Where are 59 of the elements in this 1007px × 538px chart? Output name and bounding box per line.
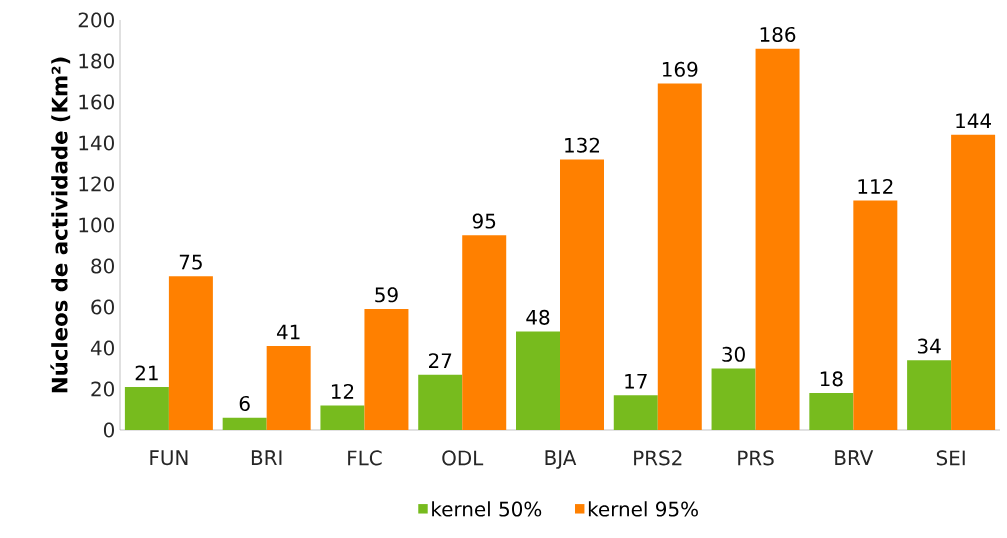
- data-label: 132: [565, 137, 600, 153]
- bar: [657, 83, 702, 430]
- bar: [168, 276, 213, 430]
- bar: [516, 331, 560, 430]
- y-tick-label: 160: [79, 94, 114, 110]
- y-tick-label: 120: [79, 176, 114, 192]
- x-tick-label: BJA: [545, 450, 577, 469]
- data-label: 48: [526, 309, 550, 325]
- data-label: 27: [429, 353, 452, 368]
- data-label: 169: [662, 61, 698, 77]
- bar: [951, 134, 996, 430]
- bar: [364, 309, 409, 430]
- legend-label: kernel 50%: [432, 501, 542, 517]
- x-tick-label: BRV: [835, 450, 874, 465]
- x-tick-label: SEI: [936, 450, 965, 466]
- x-tick-label: FLC: [348, 450, 382, 466]
- y-tick-label: 180: [79, 53, 114, 69]
- y-tick-label: 140: [79, 135, 114, 151]
- bar: [222, 417, 267, 430]
- data-label: 34: [917, 338, 941, 354]
- y-tick-label: 100: [79, 217, 114, 233]
- data-label: 17: [625, 373, 647, 389]
- y-tick-label: 200: [78, 12, 114, 28]
- bar: [462, 235, 507, 430]
- data-label: 18: [820, 371, 843, 387]
- y-axis-title: Núcleos de actividade (Km²): [50, 57, 71, 393]
- x-tick-label: PRS2: [634, 450, 682, 466]
- data-label: 6: [239, 395, 250, 412]
- legend-label: kernel 95%: [588, 501, 698, 517]
- data-label: 59: [375, 287, 398, 303]
- bar: [320, 405, 365, 430]
- y-tick-label: 20: [91, 381, 114, 397]
- x-tick-label: ODL: [442, 450, 484, 466]
- data-label: 186: [760, 26, 796, 43]
- bar: [418, 374, 463, 430]
- x-tick-label: PRS: [738, 450, 774, 466]
- bar: [613, 395, 658, 430]
- y-tick-label: 40: [90, 340, 114, 356]
- data-label: 41: [276, 324, 300, 340]
- y-tick-label: 60: [91, 299, 114, 315]
- bar: [560, 159, 604, 430]
- bar: [809, 393, 854, 430]
- bar: [755, 48, 800, 430]
- data-label: 95: [472, 213, 496, 229]
- bar: [266, 345, 311, 430]
- x-tick-label: FUN: [150, 450, 188, 466]
- bar: [711, 368, 756, 430]
- y-tick-label: 80: [91, 258, 114, 274]
- x-tick-label: BRI: [251, 450, 282, 465]
- data-label: 75: [179, 254, 202, 270]
- bar: [907, 360, 952, 430]
- bar: [124, 386, 169, 430]
- bar: [853, 200, 898, 430]
- y-tick-label: 0: [103, 422, 114, 438]
- data-label: 21: [135, 365, 158, 381]
- data-label: 112: [858, 178, 893, 194]
- data-label: 12: [331, 383, 354, 399]
- data-label: 144: [956, 113, 991, 129]
- data-label: 30: [722, 346, 745, 362]
